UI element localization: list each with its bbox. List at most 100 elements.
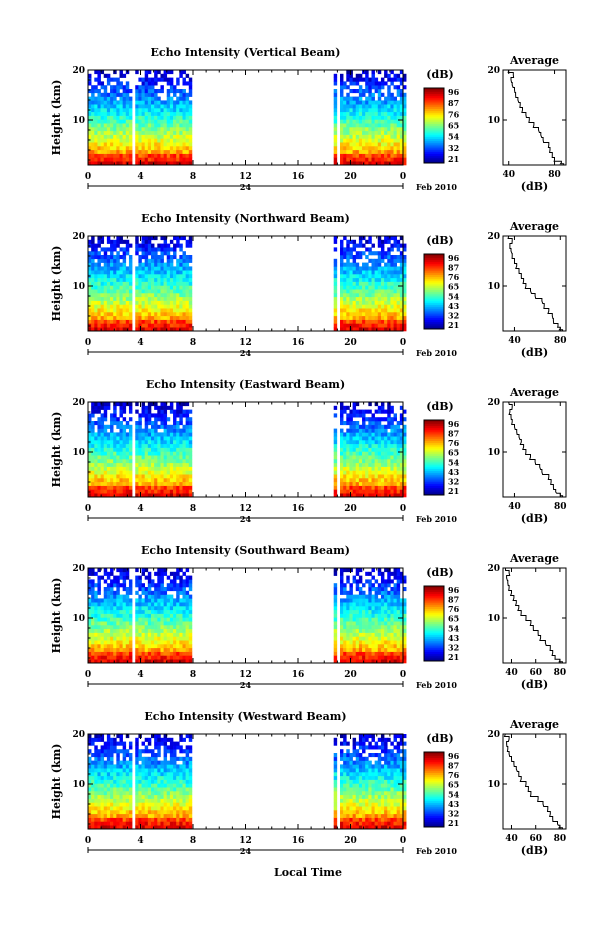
heatmap-cell	[173, 579, 176, 583]
heatmap-cell	[164, 652, 167, 656]
heatmap-cell	[353, 406, 356, 410]
heatmap-cell	[346, 119, 349, 123]
heatmap-cell	[346, 97, 349, 101]
heatmap-cell	[148, 263, 151, 267]
heatmap-cell	[343, 138, 346, 142]
heatmap-cell	[110, 312, 113, 316]
heatmap-cell	[145, 70, 148, 74]
heatmap-cell	[129, 150, 132, 154]
heatmap-cell	[88, 270, 91, 274]
heatmap-cell	[353, 112, 356, 116]
heatmap-cell	[148, 474, 151, 478]
heatmap-cell	[97, 89, 100, 93]
heatmap-cell	[365, 74, 368, 78]
heatmap-cell	[97, 131, 100, 135]
heatmap-cell	[368, 131, 371, 135]
heatmap-cell	[365, 312, 368, 316]
day-label: 24	[240, 348, 252, 358]
heatmap-cell	[148, 278, 151, 282]
heatmap-cell	[148, 467, 151, 471]
heatmap-cell	[151, 655, 154, 659]
heatmap-cell	[334, 138, 337, 142]
x-tick-label: 0	[400, 338, 406, 348]
heatmap-cell	[129, 610, 132, 614]
heatmap-cell	[362, 131, 365, 135]
heatmap-cell	[138, 478, 141, 482]
heatmap-cell	[403, 467, 406, 471]
heatmap-cell	[349, 629, 352, 633]
heatmap-cell	[378, 467, 381, 471]
heatmap-cell	[375, 112, 378, 116]
heatmap-cell	[120, 644, 123, 648]
heatmap-cell	[97, 312, 100, 316]
heatmap-cell	[164, 451, 167, 455]
heatmap-cell	[390, 451, 393, 455]
heatmap-cell	[346, 104, 349, 108]
heatmap-cell	[368, 278, 371, 282]
heatmap-cell	[359, 93, 362, 97]
heatmap-cell	[107, 150, 110, 154]
heatmap-cell	[334, 486, 337, 490]
heatmap-cell	[173, 244, 176, 248]
heatmap-cell	[116, 440, 119, 444]
heatmap-cell	[397, 270, 400, 274]
heatmap-cell	[179, 410, 182, 414]
heatmap-cell	[145, 236, 148, 240]
heatmap-cell	[142, 463, 145, 467]
heatmap-cell	[334, 636, 337, 640]
heatmap-cell	[94, 301, 97, 305]
heatmap-cell	[91, 455, 94, 459]
profile-y-tick-label: 10	[487, 116, 500, 126]
heatmap-cell	[343, 154, 346, 158]
heatmap-cell	[397, 100, 400, 104]
heatmap-cell	[113, 127, 116, 131]
heatmap-cell	[394, 304, 397, 308]
heatmap-cell	[349, 459, 352, 463]
heatmap-cell	[183, 606, 186, 610]
heatmap-cell	[101, 316, 104, 320]
heatmap-cell	[107, 610, 110, 614]
heatmap-cell	[126, 614, 129, 618]
heatmap-cell	[101, 432, 104, 436]
heatmap-cell	[343, 85, 346, 89]
heatmap-cell	[157, 606, 160, 610]
heatmap-cell	[135, 455, 138, 459]
heatmap-cell	[123, 293, 126, 297]
heatmap-cell	[183, 617, 186, 621]
heatmap-cell	[353, 138, 356, 142]
heatmap-cell	[349, 240, 352, 244]
heatmap-cell	[120, 421, 123, 425]
heatmap-cell	[104, 127, 107, 131]
heatmap-cell	[359, 576, 362, 580]
heatmap-cell	[343, 142, 346, 146]
heatmap-cell	[179, 131, 182, 135]
heatmap-cell	[186, 413, 189, 417]
heatmap-cell	[151, 154, 154, 158]
heatmap-cell	[368, 119, 371, 123]
heatmap-cell	[356, 244, 359, 248]
heatmap-cell	[375, 436, 378, 440]
heatmap-cell	[403, 263, 406, 267]
heatmap-cell	[387, 417, 390, 421]
heatmap-cell	[343, 323, 346, 327]
heatmap-cell	[104, 297, 107, 301]
heatmap-cell	[334, 259, 337, 263]
heatmap-cell	[346, 621, 349, 625]
heatmap-cell	[91, 606, 94, 610]
heatmap-cell	[94, 266, 97, 270]
heatmap-cell	[334, 463, 337, 467]
heatmap-cell	[349, 316, 352, 320]
heatmap-cell	[126, 304, 129, 308]
heatmap-cell	[126, 621, 129, 625]
heatmap-cell	[123, 127, 126, 131]
heatmap-cell	[353, 489, 356, 493]
heatmap-cell	[116, 297, 119, 301]
heatmap-cell	[145, 636, 148, 640]
heatmap-cell	[120, 236, 123, 240]
heatmap-cell	[94, 255, 97, 259]
heatmap-cell	[101, 421, 104, 425]
heatmap-cell	[104, 247, 107, 251]
heatmap-cell	[154, 266, 157, 270]
heatmap-cell	[97, 74, 100, 78]
heatmap-cell	[151, 440, 154, 444]
